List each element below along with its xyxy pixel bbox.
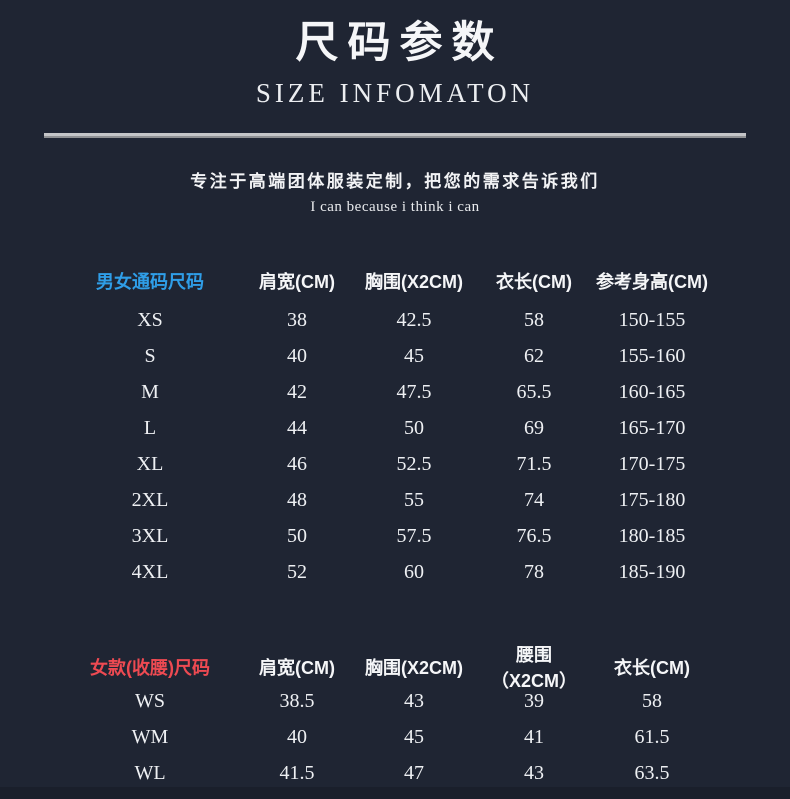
size-value: 40	[287, 725, 307, 748]
size-row-m: M 42 47.5 65.5 160-165	[55, 374, 715, 410]
size-value: 180-185	[618, 524, 686, 547]
size-row-3xl: 3XL 50 57.5 76.5 180-185	[55, 518, 715, 554]
size-value: 47	[404, 761, 424, 784]
size-row-4xl: 4XL 52 60 78 185-190	[55, 554, 715, 590]
size-label: WS	[135, 689, 165, 712]
size-value: 45	[404, 725, 424, 748]
size-value: 46	[287, 452, 307, 475]
page-subtitle: SIZE INFOMATON	[255, 78, 535, 108]
column-header-length: 衣长(CM)	[496, 272, 572, 292]
size-value: 155-160	[618, 344, 686, 367]
size-value: 185-190	[618, 560, 686, 583]
women-table-label: 女款(收腰)尺码	[90, 658, 210, 678]
column-header-chest: 胸围(X2CM)	[365, 272, 463, 292]
size-value: 41.5	[279, 761, 315, 784]
size-value: 43	[524, 761, 544, 784]
size-row-ws: WS 38.5 43 39 58	[55, 683, 715, 719]
size-label: S	[144, 344, 156, 367]
size-value: 62	[524, 344, 544, 367]
page-title: 尺码参数	[295, 18, 504, 68]
size-label: XL	[136, 452, 164, 475]
size-label: L	[143, 416, 157, 439]
size-label: 2XL	[131, 488, 169, 511]
size-value: 170-175	[618, 452, 686, 475]
divider	[44, 133, 746, 138]
size-row-2xl: 2XL 48 55 74 175-180	[55, 482, 715, 518]
column-header-waist: 腰围（X2CM）	[490, 645, 577, 691]
size-value: 52.5	[396, 452, 432, 475]
tagline-english: I can because i think i can	[310, 199, 480, 215]
size-label: WL	[134, 761, 166, 784]
column-header-shoulder: 肩宽(CM)	[259, 272, 335, 292]
size-value: 47.5	[396, 380, 432, 403]
size-value: 58	[524, 308, 544, 331]
column-header-chest: 胸围(X2CM)	[365, 658, 463, 678]
size-value: 42.5	[396, 308, 432, 331]
size-value: 69	[524, 416, 544, 439]
unisex-table-label: 男女通码尺码	[96, 272, 204, 292]
size-value: 175-180	[618, 488, 686, 511]
size-row-wm: WM 40 45 41 61.5	[55, 719, 715, 755]
column-header-shoulder: 肩宽(CM)	[259, 658, 335, 678]
size-value: 55	[404, 488, 424, 511]
size-label: M	[141, 380, 159, 403]
size-value: 48	[287, 488, 307, 511]
column-header-length: 衣长(CM)	[614, 658, 690, 678]
size-value: 78	[524, 560, 544, 583]
size-value: 52	[287, 560, 307, 583]
size-value: 50	[404, 416, 424, 439]
size-value: 38	[287, 308, 307, 331]
size-value: 38.5	[279, 689, 315, 712]
women-table-header-row: 女款(收腰)尺码 肩宽(CM) 胸围(X2CM) 腰围（X2CM） 衣长(CM)	[55, 641, 715, 691]
size-value: 61.5	[634, 725, 670, 748]
size-value: 60	[404, 560, 424, 583]
size-value: 76.5	[516, 524, 552, 547]
size-value: 50	[287, 524, 307, 547]
footer-strip	[0, 787, 790, 799]
size-label: XS	[137, 308, 163, 331]
size-row-l: L 44 50 69 165-170	[55, 410, 715, 446]
size-value: 43	[404, 689, 424, 712]
size-row-xl: XL 46 52.5 71.5 170-175	[55, 446, 715, 482]
size-label: 4XL	[131, 560, 169, 583]
size-value: 160-165	[618, 380, 686, 403]
size-value: 65.5	[516, 380, 552, 403]
size-label: 3XL	[131, 524, 169, 547]
tagline: 专注于高端团体服装定制，把您的需求告诉我们	[190, 172, 600, 191]
size-value: 74	[524, 488, 544, 511]
size-row-wl: WL 41.5 47 43 63.5	[55, 755, 715, 791]
size-value: 41	[524, 725, 544, 748]
unisex-size-table: 男女通码尺码 肩宽(CM) 胸围(X2CM) 衣长(CM) 参考身高(CM) X…	[55, 260, 715, 590]
size-value: 45	[404, 344, 424, 367]
size-value: 165-170	[618, 416, 686, 439]
column-header-height: 参考身高(CM)	[596, 272, 708, 292]
size-value: 71.5	[516, 452, 552, 475]
size-value: 40	[287, 344, 307, 367]
size-value: 42	[287, 380, 307, 403]
unisex-table-header-row: 男女通码尺码 肩宽(CM) 胸围(X2CM) 衣长(CM) 参考身高(CM)	[55, 260, 715, 302]
size-value: 63.5	[634, 761, 670, 784]
size-value: 57.5	[396, 524, 432, 547]
size-value: 44	[287, 416, 307, 439]
size-row-s: S 40 45 62 155-160	[55, 338, 715, 374]
women-size-table: 女款(收腰)尺码 肩宽(CM) 胸围(X2CM) 腰围（X2CM） 衣长(CM)…	[55, 641, 715, 791]
size-value: 58	[642, 689, 662, 712]
size-value: 39	[524, 689, 544, 712]
size-label: WM	[131, 725, 169, 748]
size-value: 150-155	[618, 308, 686, 331]
size-row-xs: XS 38 42.5 58 150-155	[55, 302, 715, 338]
